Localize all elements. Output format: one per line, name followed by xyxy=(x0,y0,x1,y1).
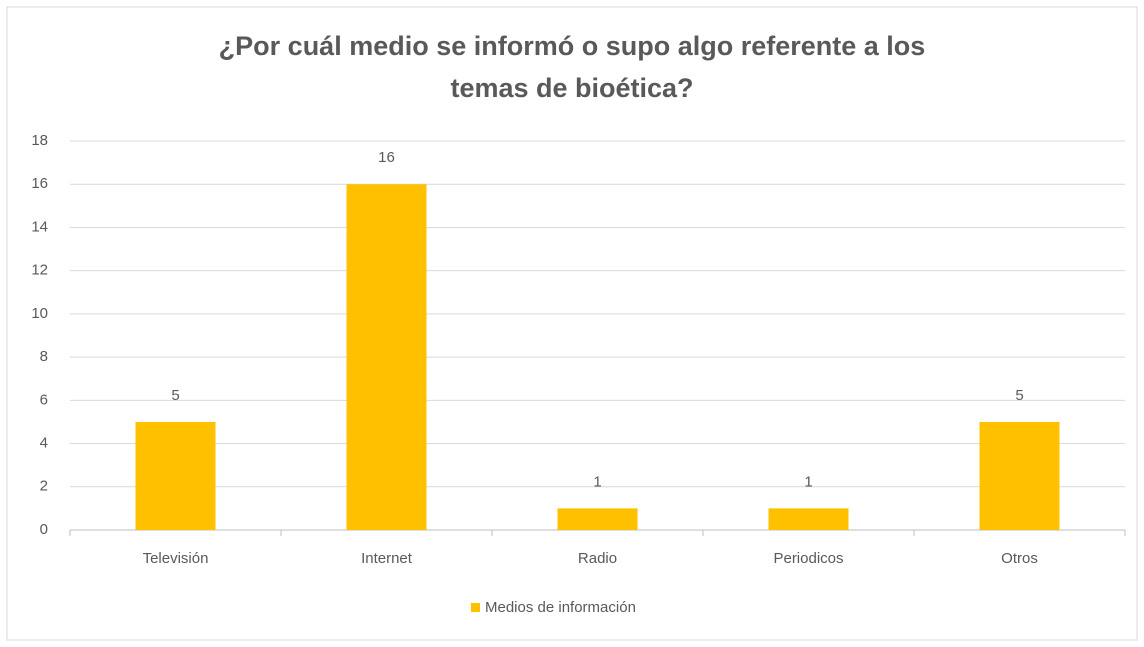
x-tick-label: Periodicos xyxy=(773,550,843,567)
y-tick-label: 6 xyxy=(40,391,48,408)
data-label: 5 xyxy=(1015,387,1023,404)
data-label: 1 xyxy=(593,473,601,490)
y-tick-label: 12 xyxy=(31,262,48,279)
data-label: 16 xyxy=(378,149,395,166)
data-label: 5 xyxy=(171,387,179,404)
y-tick-label: 2 xyxy=(40,478,48,495)
y-tick-label: 16 xyxy=(31,175,48,192)
bar xyxy=(979,421,1060,530)
y-tick-label: 18 xyxy=(31,132,48,149)
x-tick-label: Radio xyxy=(578,550,617,567)
y-tick-label: 4 xyxy=(40,435,48,452)
bar xyxy=(768,508,849,530)
y-tick-label: 8 xyxy=(40,348,48,365)
chart-title: ¿Por cuál medio se informó o supo algo r… xyxy=(219,31,926,103)
x-tick-label: Otros xyxy=(1001,550,1038,567)
bar xyxy=(346,184,427,530)
chart-border xyxy=(6,6,1138,641)
x-tick-label: Internet xyxy=(361,550,413,567)
x-tick-label: Televisión xyxy=(143,550,209,567)
title-line: temas de bioética? xyxy=(450,73,693,103)
data-label: 1 xyxy=(804,473,812,490)
y-tick-label: 10 xyxy=(31,305,48,322)
legend-label: Medios de información xyxy=(485,599,636,616)
bar xyxy=(557,508,638,530)
y-tick-label: 14 xyxy=(31,218,48,235)
title-line: ¿Por cuál medio se informó o supo algo r… xyxy=(219,31,926,61)
y-tick-label: 0 xyxy=(40,521,48,538)
legend-swatch xyxy=(471,603,480,612)
bar xyxy=(135,421,216,530)
